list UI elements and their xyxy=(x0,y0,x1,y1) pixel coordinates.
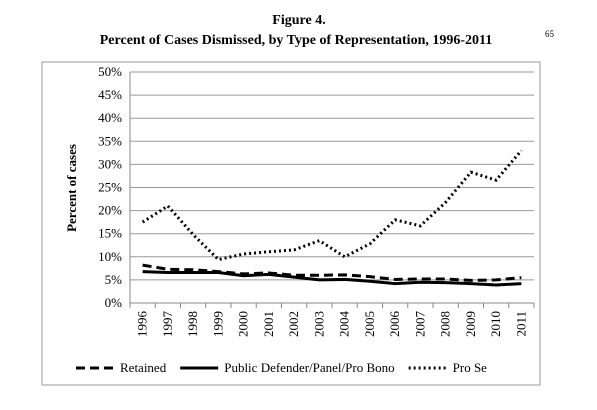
y-tick-label: 45% xyxy=(98,87,122,102)
x-tick-label: 1996 xyxy=(135,311,150,338)
y-axis-label: Percent of cases xyxy=(64,144,79,232)
series-line xyxy=(141,149,523,262)
footnote-mark: 65 xyxy=(545,29,555,39)
y-tick-label: 25% xyxy=(98,180,122,195)
y-tick-label: 5% xyxy=(105,272,123,287)
x-tick-label: 2003 xyxy=(311,311,326,337)
x-tick-label: 1997 xyxy=(160,311,175,338)
series-line xyxy=(142,270,522,287)
y-tick-label: 0% xyxy=(105,295,123,310)
y-tick-label: 50% xyxy=(98,64,122,79)
legend-label: Retained xyxy=(120,360,167,375)
y-tick-label: 35% xyxy=(98,133,122,148)
chart-frame xyxy=(41,61,541,386)
chart-subtitle: Percent of Cases Dismissed, by Type of R… xyxy=(100,33,493,48)
legend-label: Pro Se xyxy=(453,360,488,375)
series-line xyxy=(142,263,522,282)
x-tick-label: 2007 xyxy=(412,311,427,338)
x-tick-label: 2005 xyxy=(362,311,377,337)
x-tick-label: 2009 xyxy=(463,311,478,337)
legend-label: Public Defender/Panel/Pro Bono xyxy=(224,360,394,375)
x-tick-label: 2011 xyxy=(513,311,528,337)
x-tick-label: 2004 xyxy=(337,311,352,338)
x-tick-label: 2002 xyxy=(286,311,301,337)
x-tick-label: 2000 xyxy=(236,311,251,337)
x-tick-label: 1999 xyxy=(210,311,225,337)
x-tick-label: 2008 xyxy=(438,311,453,337)
y-tick-label: 15% xyxy=(98,226,122,241)
chart-title: Figure 4. xyxy=(272,13,325,28)
x-tick-label: 2010 xyxy=(488,311,503,337)
y-tick-label: 20% xyxy=(98,203,122,218)
y-tick-label: 10% xyxy=(98,249,122,264)
y-tick-label: 40% xyxy=(98,110,122,125)
x-tick-label: 2006 xyxy=(387,311,402,338)
y-tick-label: 30% xyxy=(98,156,122,171)
x-tick-label: 1998 xyxy=(185,311,200,337)
x-tick-label: 2001 xyxy=(261,311,276,337)
